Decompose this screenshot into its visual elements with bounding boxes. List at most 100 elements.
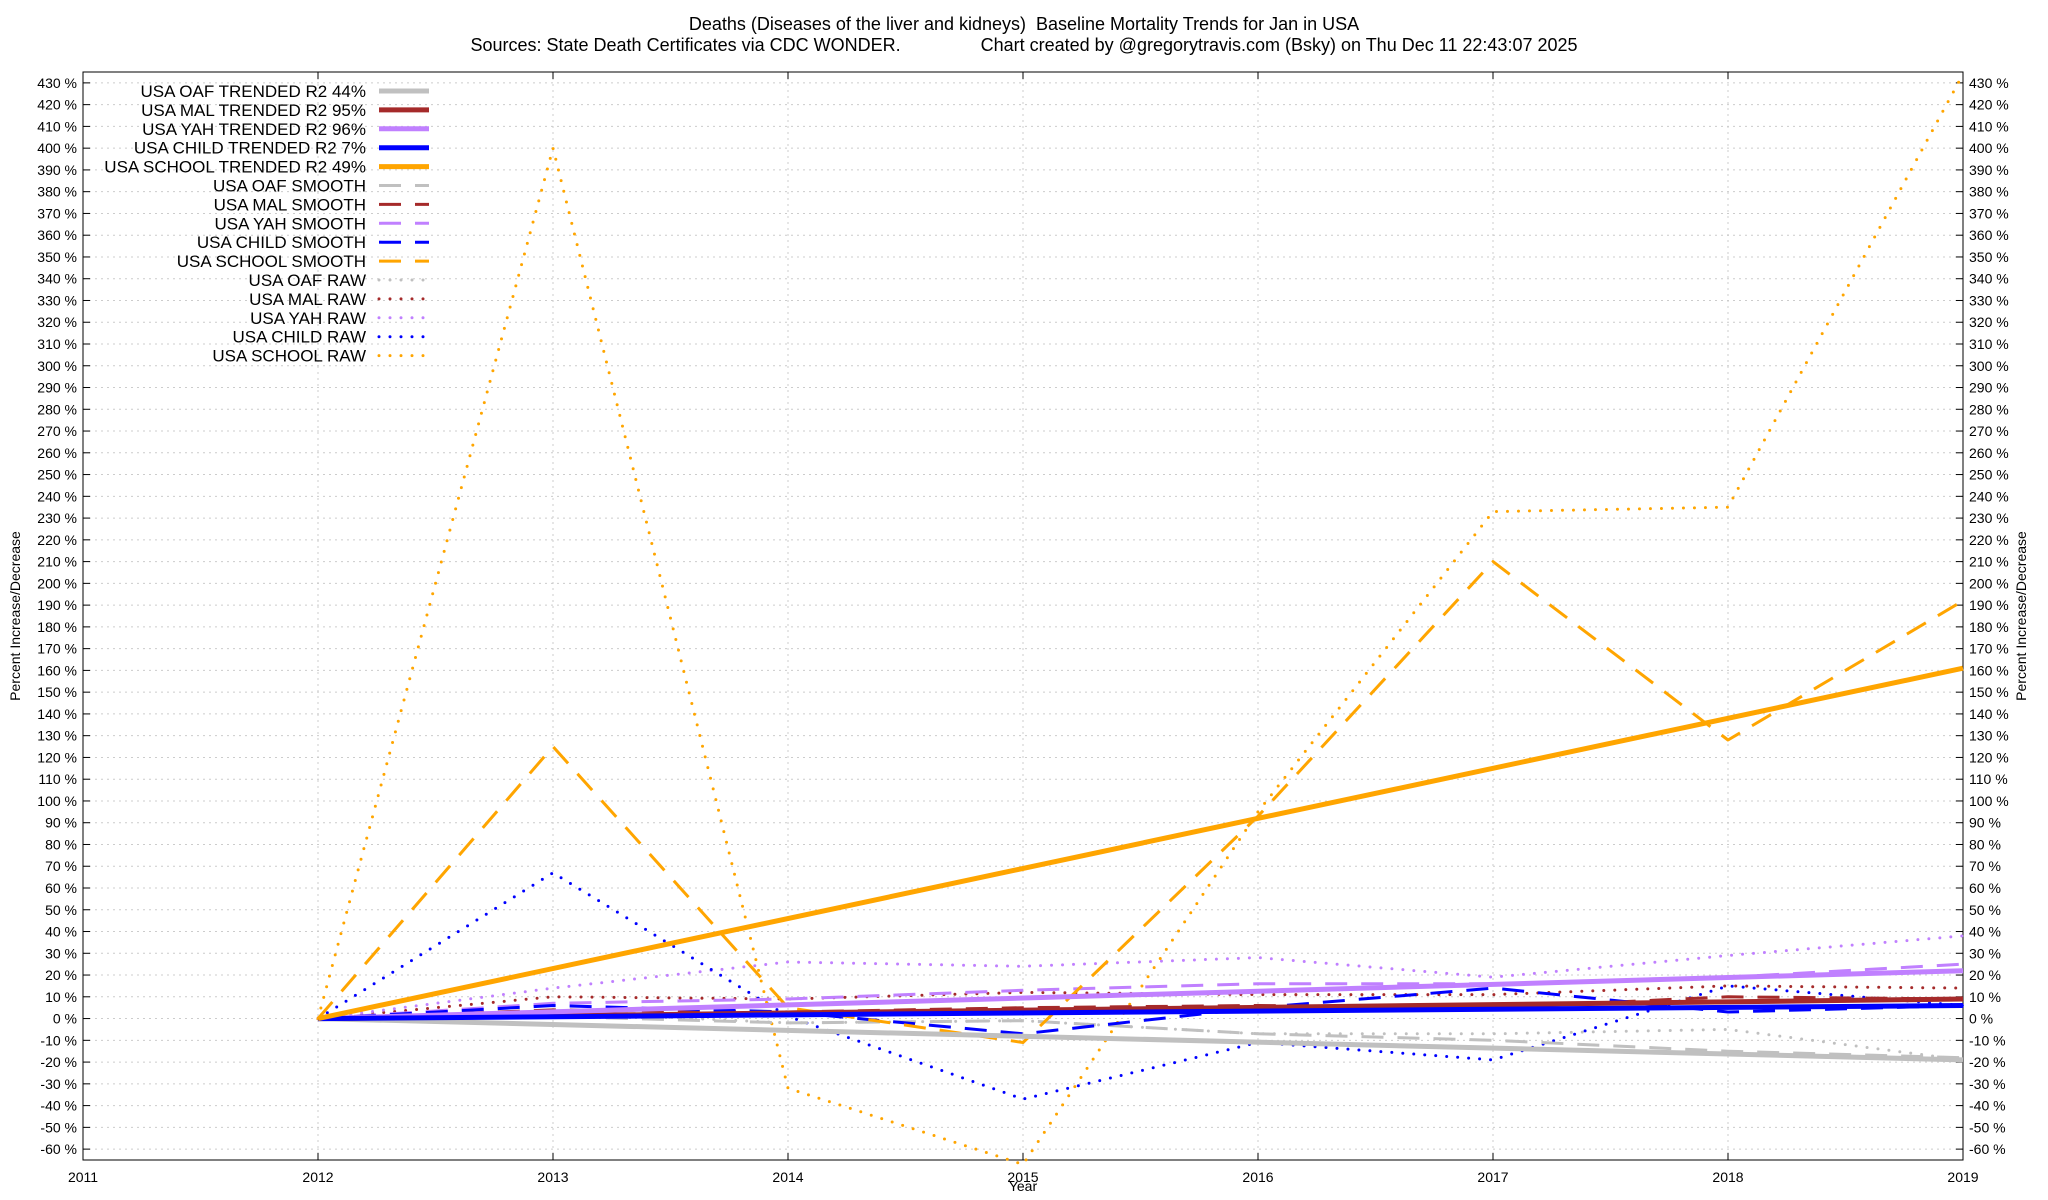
legend-label: USA YAH SMOOTH <box>215 214 366 233</box>
series-line-usa-yah-trended-r2-96 <box>317 968 1964 1022</box>
y2-tick-label: -20 % <box>1969 1054 2006 1070</box>
y2-tick-label: 150 % <box>1969 684 2009 700</box>
y2-tick-label: 280 % <box>1969 401 2009 417</box>
y2-tick-label: 320 % <box>1969 314 2009 330</box>
y-tick-label: 380 % <box>37 184 77 200</box>
y-tick-label: 190 % <box>37 597 77 613</box>
y-tick-label: 330 % <box>37 292 77 308</box>
y2-tick-label: -40 % <box>1969 1098 2006 1114</box>
y2-tick-label: 360 % <box>1969 227 2009 243</box>
y2-tick-label: 110 % <box>1969 771 2008 787</box>
y-tick-label: 160 % <box>37 662 77 678</box>
series-line-usa-yah-raw <box>316 934 1965 1021</box>
x-tick-label: 2016 <box>1242 1169 1273 1185</box>
y-tick-label: 10 % <box>45 989 77 1005</box>
y2-tick-label: 390 % <box>1969 162 2009 178</box>
y-tick-label: -10 % <box>40 1032 77 1048</box>
y-tick-label: 370 % <box>37 205 77 221</box>
y2-tick-label: 340 % <box>1969 271 2009 287</box>
y-tick-label: 300 % <box>37 358 77 374</box>
y2-tick-label: 240 % <box>1969 488 2009 504</box>
y-tick-label: 310 % <box>37 336 77 352</box>
x-axis-title: Year <box>1009 1178 1038 1194</box>
series-lines <box>316 72 1965 1166</box>
y2-tick-label: 370 % <box>1969 205 2009 221</box>
y-tick-label: 220 % <box>37 532 77 548</box>
y2-tick-label: 410 % <box>1969 118 2009 134</box>
y-tick-label: 320 % <box>37 314 77 330</box>
x-tick-label: 2013 <box>537 1169 568 1185</box>
y2-tick-label: 350 % <box>1969 249 2009 265</box>
y2-tick-label: 170 % <box>1969 641 2009 657</box>
x-tick-label: 2018 <box>1712 1169 1743 1185</box>
y-tick-label: 100 % <box>37 793 77 809</box>
y-tick-label: 390 % <box>37 162 77 178</box>
legend-label: USA OAF RAW <box>249 271 366 290</box>
y-tick-label: 30 % <box>45 945 77 961</box>
y2-tick-label: 0 % <box>1969 1011 1993 1027</box>
y2-tick-label: 250 % <box>1969 467 2009 483</box>
y-tick-label: 60 % <box>45 880 77 896</box>
y-tick-label: 140 % <box>37 706 77 722</box>
y2-tick-label: 40 % <box>1969 924 2001 940</box>
y2-tick-label: 130 % <box>1969 728 2009 744</box>
y2-tick-label: -50 % <box>1969 1119 2006 1135</box>
y2-tick-label: -30 % <box>1969 1076 2006 1092</box>
legend-label: USA SCHOOL RAW <box>212 347 366 366</box>
legend-label: USA MAL SMOOTH <box>214 195 366 214</box>
y-tick-label: 20 % <box>45 967 77 983</box>
legend-label: USA MAL TRENDED R2 95% <box>141 101 366 120</box>
y-tick-label: 350 % <box>37 249 77 265</box>
y-tick-label: -40 % <box>40 1098 77 1114</box>
y-tick-label: 50 % <box>45 902 77 918</box>
series-line-usa-oaf-trended-r2-44 <box>317 1016 1964 1063</box>
legend-label: USA MAL RAW <box>249 290 366 309</box>
y-tick-label: -20 % <box>40 1054 77 1070</box>
x-tick-label: 2012 <box>302 1169 333 1185</box>
y-tick-label: 130 % <box>37 728 77 744</box>
y-tick-label: 340 % <box>37 271 77 287</box>
y2-tick-label: 80 % <box>1969 836 2001 852</box>
y-tick-label: 360 % <box>37 227 77 243</box>
y2-tick-label: 400 % <box>1969 140 2009 156</box>
y-tick-label: 90 % <box>45 815 77 831</box>
y2-tick-label: 140 % <box>1969 706 2009 722</box>
legend-label: USA YAH RAW <box>250 309 366 328</box>
y2-tick-label: 50 % <box>1969 902 2001 918</box>
y-tick-label: 280 % <box>37 401 77 417</box>
y-tick-label: 70 % <box>45 858 77 874</box>
series-line-usa-school-trended-r2-49 <box>317 665 1964 1022</box>
y2-tick-label: 100 % <box>1969 793 2009 809</box>
legend-label: USA CHILD RAW <box>232 328 366 347</box>
y-tick-label: 400 % <box>37 140 77 156</box>
series-line-usa-oaf-smooth <box>317 1014 1964 1060</box>
y-tick-label: 240 % <box>37 488 77 504</box>
y2-tick-label: 260 % <box>1969 445 2009 461</box>
y2-tick-label: -10 % <box>1969 1032 2006 1048</box>
y2-tick-label: 310 % <box>1969 336 2009 352</box>
y2-tick-label: 220 % <box>1969 532 2009 548</box>
y2-tick-label: 190 % <box>1969 597 2009 613</box>
legend-label: USA SCHOOL TRENDED R2 49% <box>104 158 366 177</box>
y-tick-label: 0 % <box>53 1011 77 1027</box>
x-tick-label: 2011 <box>68 1169 98 1185</box>
x-tick-label: 2019 <box>1947 1169 1978 1185</box>
y-tick-label: 270 % <box>37 423 77 439</box>
legend-label: USA OAF SMOOTH <box>213 177 366 196</box>
y2-tick-label: 60 % <box>1969 880 2001 896</box>
x-tick-label: 2015 <box>1007 1169 1038 1185</box>
y-tick-label: 230 % <box>37 510 77 526</box>
y2-tick-label: 120 % <box>1969 749 2009 765</box>
y-tick-label: 290 % <box>37 380 77 396</box>
y2-tick-label: 300 % <box>1969 358 2009 374</box>
y-tick-label: 250 % <box>37 467 77 483</box>
x-tick-label: 2017 <box>1477 1169 1508 1185</box>
legend: USA OAF TRENDED R2 44%USA MAL TRENDED R2… <box>104 82 431 366</box>
y-tick-label: 410 % <box>37 118 77 134</box>
legend-label: USA SCHOOL SMOOTH <box>177 252 366 271</box>
x-tick-label: 2014 <box>772 1169 803 1185</box>
y2-tick-label: 10 % <box>1969 989 2001 1005</box>
y2-tick-label: 180 % <box>1969 619 2009 635</box>
y2-tick-label: 90 % <box>1969 815 2001 831</box>
y-axis-ticks: -60 % -60 % -50 % -50 % -40 % -40 % -30 % -30 %… <box>37 75 2008 1157</box>
